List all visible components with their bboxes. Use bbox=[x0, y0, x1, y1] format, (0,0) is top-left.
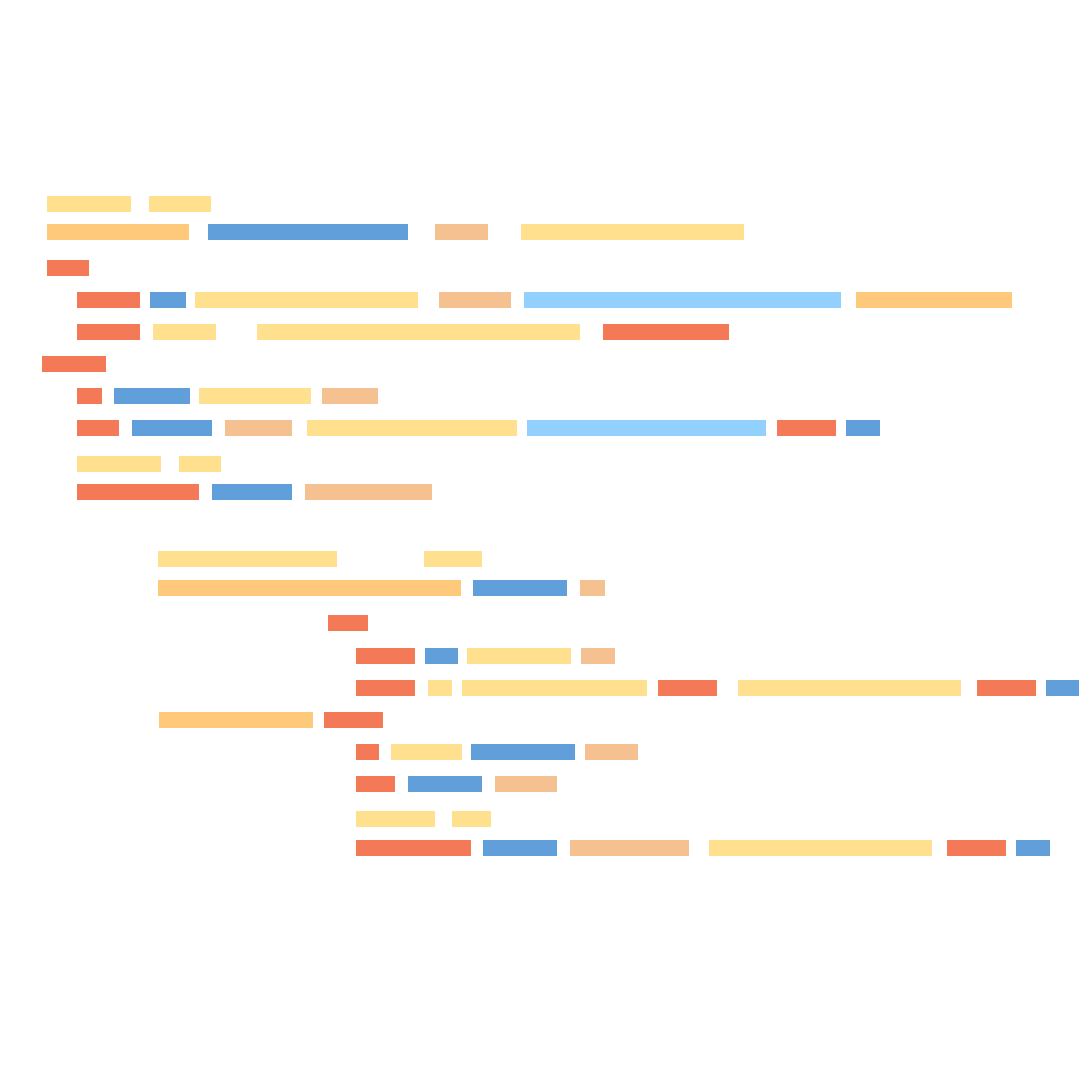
code-line bbox=[0, 356, 1080, 372]
code-token-blue bbox=[1046, 680, 1079, 696]
code-token-yellow bbox=[179, 456, 221, 472]
code-token-peach bbox=[322, 388, 378, 404]
code-token-yellow bbox=[257, 324, 580, 340]
code-token-yellow bbox=[356, 811, 435, 827]
code-token-red bbox=[977, 680, 1036, 696]
code-token-blue bbox=[1016, 840, 1050, 856]
code-token-peach bbox=[585, 744, 638, 760]
code-token-peach bbox=[580, 580, 605, 596]
code-line bbox=[0, 648, 1080, 664]
code-token-red bbox=[947, 840, 1006, 856]
code-token-peach bbox=[225, 420, 292, 436]
code-token-yellow bbox=[424, 551, 482, 567]
code-token-blue bbox=[132, 420, 212, 436]
code-token-yellow bbox=[738, 680, 961, 696]
code-token-blue bbox=[212, 484, 292, 500]
code-token-red bbox=[356, 776, 395, 792]
code-token-yellow bbox=[462, 680, 647, 696]
code-line bbox=[0, 260, 1080, 276]
code-token-yellow bbox=[199, 388, 311, 404]
code-token-yellow bbox=[77, 456, 161, 472]
code-token-lightblue bbox=[524, 292, 841, 308]
code-token-blue bbox=[473, 580, 567, 596]
code-token-red bbox=[658, 680, 717, 696]
code-token-red bbox=[77, 484, 199, 500]
code-token-red bbox=[77, 292, 140, 308]
code-token-blue bbox=[408, 776, 482, 792]
code-token-yellow bbox=[452, 811, 491, 827]
code-token-orange bbox=[158, 580, 461, 596]
code-token-red bbox=[356, 680, 415, 696]
code-token-yellow bbox=[307, 420, 517, 436]
code-line bbox=[0, 324, 1080, 340]
code-token-yellow bbox=[195, 292, 418, 308]
code-line bbox=[0, 420, 1080, 436]
code-token-red bbox=[42, 356, 106, 372]
code-token-yellow bbox=[709, 840, 932, 856]
code-line bbox=[0, 744, 1080, 760]
code-token-peach bbox=[570, 840, 689, 856]
code-token-red bbox=[47, 260, 89, 276]
code-token-red bbox=[324, 712, 383, 728]
code-token-yellow bbox=[467, 648, 571, 664]
code-token-yellow bbox=[47, 196, 131, 212]
code-token-blue bbox=[471, 744, 575, 760]
code-token-blue bbox=[425, 648, 458, 664]
code-token-peach bbox=[435, 224, 488, 240]
code-line bbox=[0, 680, 1080, 696]
code-line bbox=[0, 840, 1080, 856]
code-token-peach bbox=[439, 292, 511, 308]
code-token-orange bbox=[856, 292, 1012, 308]
code-token-blue bbox=[208, 224, 408, 240]
code-token-red bbox=[328, 615, 368, 631]
code-token-red bbox=[77, 420, 119, 436]
code-token-red bbox=[777, 420, 836, 436]
code-token-yellow bbox=[149, 196, 211, 212]
code-token-red bbox=[356, 648, 415, 664]
code-line bbox=[0, 292, 1080, 308]
code-token-red bbox=[356, 744, 379, 760]
code-token-lightblue bbox=[527, 420, 766, 436]
code-line bbox=[0, 196, 1080, 212]
code-line bbox=[0, 712, 1080, 728]
code-line bbox=[0, 776, 1080, 792]
code-token-yellow bbox=[428, 680, 452, 696]
code-token-yellow bbox=[158, 551, 337, 567]
code-token-orange bbox=[47, 224, 189, 240]
code-line bbox=[0, 551, 1080, 567]
code-token-orange bbox=[159, 712, 313, 728]
code-line bbox=[0, 388, 1080, 404]
code-token-yellow bbox=[153, 324, 216, 340]
code-line bbox=[0, 580, 1080, 596]
code-token-red bbox=[77, 324, 140, 340]
code-line bbox=[0, 615, 1080, 631]
code-line bbox=[0, 224, 1080, 240]
code-token-red bbox=[603, 324, 729, 340]
code-token-peach bbox=[495, 776, 557, 792]
code-token-blue bbox=[483, 840, 557, 856]
code-token-yellow bbox=[521, 224, 744, 240]
code-token-blue bbox=[846, 420, 880, 436]
code-token-red bbox=[77, 388, 102, 404]
code-line bbox=[0, 484, 1080, 500]
code-token-blue bbox=[150, 292, 186, 308]
code-token-peach bbox=[581, 648, 615, 664]
code-token-yellow bbox=[391, 744, 462, 760]
code-token-red bbox=[356, 840, 471, 856]
code-line bbox=[0, 811, 1080, 827]
code-line bbox=[0, 456, 1080, 472]
code-token-blue bbox=[114, 388, 190, 404]
code-token-peach bbox=[305, 484, 432, 500]
